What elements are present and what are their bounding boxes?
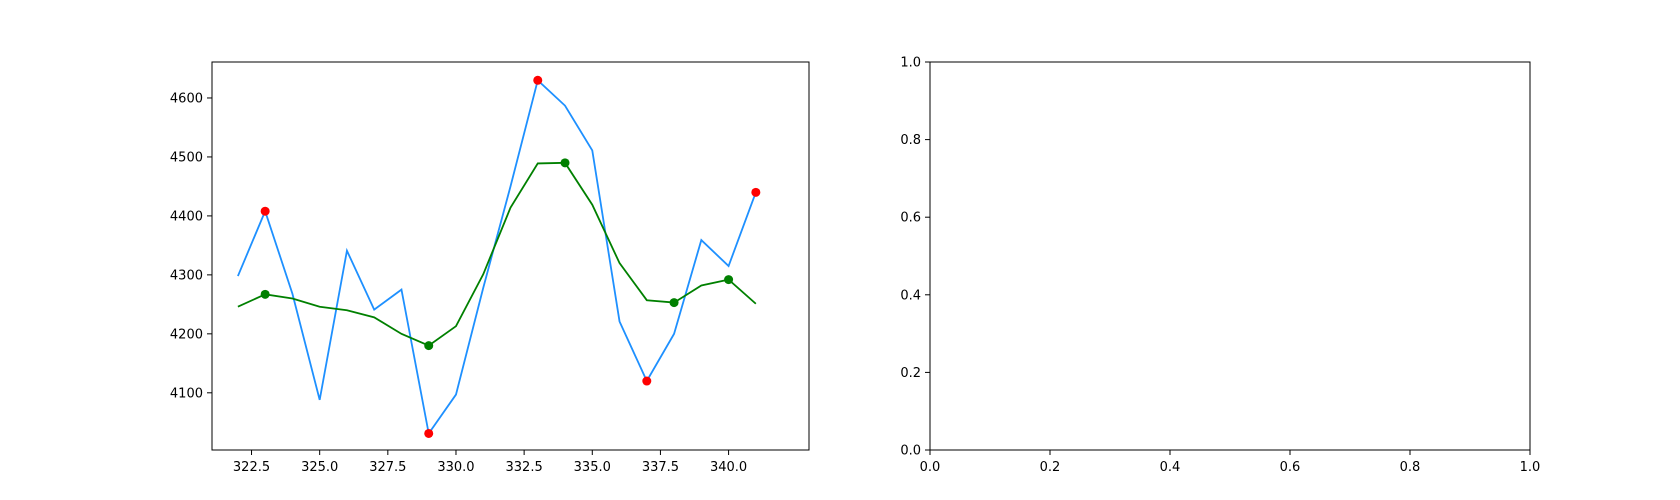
x-tick-label: 330.0	[437, 460, 474, 475]
y-tick-label: 0.2	[900, 366, 921, 381]
x-tick-label: 0.0	[920, 460, 941, 475]
scatter-point-3-1	[424, 341, 434, 351]
x-tick-label: 0.6	[1280, 460, 1301, 475]
x-tick-label: 0.4	[1160, 460, 1181, 475]
y-tick-label: 0.6	[900, 211, 921, 226]
y-tick-label: 4100	[170, 386, 203, 401]
x-tick-label: 1.0	[1520, 460, 1541, 475]
scatter-point-3-0	[260, 289, 270, 299]
y-tick-label: 1.0	[900, 56, 921, 71]
series-line-1	[237, 161, 757, 347]
scatter-point-2-1	[424, 428, 434, 438]
x-tick-label: 325.0	[301, 460, 338, 475]
scatter-point-3-3	[669, 298, 679, 308]
x-tick-label: 0.8	[1400, 460, 1421, 475]
y-tick-label: 4500	[170, 150, 203, 165]
x-tick-label: 327.5	[369, 460, 406, 475]
x-tick-label: 0.2	[1040, 460, 1061, 475]
y-tick-label: 0.0	[900, 444, 921, 459]
scatter-point-2-4	[751, 187, 761, 197]
x-tick-label: 340.0	[710, 460, 747, 475]
x-tick-label: 335.0	[574, 460, 611, 475]
axes-frame	[211, 61, 810, 451]
y-tick-label: 4600	[170, 91, 203, 106]
left-chart-panel: 322.5 325.0 327.5 330.0 332.5 335.0 337.5 340.0…	[170, 61, 810, 475]
x-tick-label: 322.5	[233, 460, 270, 475]
x-tick-label: 332.5	[506, 460, 543, 475]
scatter-point-2-2	[533, 75, 543, 85]
x-tick-label: 337.5	[642, 460, 679, 475]
y-tick-label: 4400	[170, 209, 203, 224]
y-tick-label: 0.4	[900, 288, 921, 303]
y-tick-label: 4200	[170, 327, 203, 342]
scatter-point-3-4	[724, 275, 734, 285]
y-tick-label: 4300	[170, 268, 203, 283]
scatter-point-2-0	[260, 206, 270, 216]
series-line-0	[237, 78, 757, 436]
right-chart-panel: 0.0 0.2 0.4 0.6 0.8 1.0 0.0 0.2 0.4 0.6 0.8 1.0	[900, 56, 1540, 476]
axes-frame	[929, 61, 1531, 451]
y-tick-label: 0.8	[900, 133, 921, 148]
scatter-point-2-3	[642, 376, 652, 386]
scatter-point-3-2	[560, 158, 570, 168]
